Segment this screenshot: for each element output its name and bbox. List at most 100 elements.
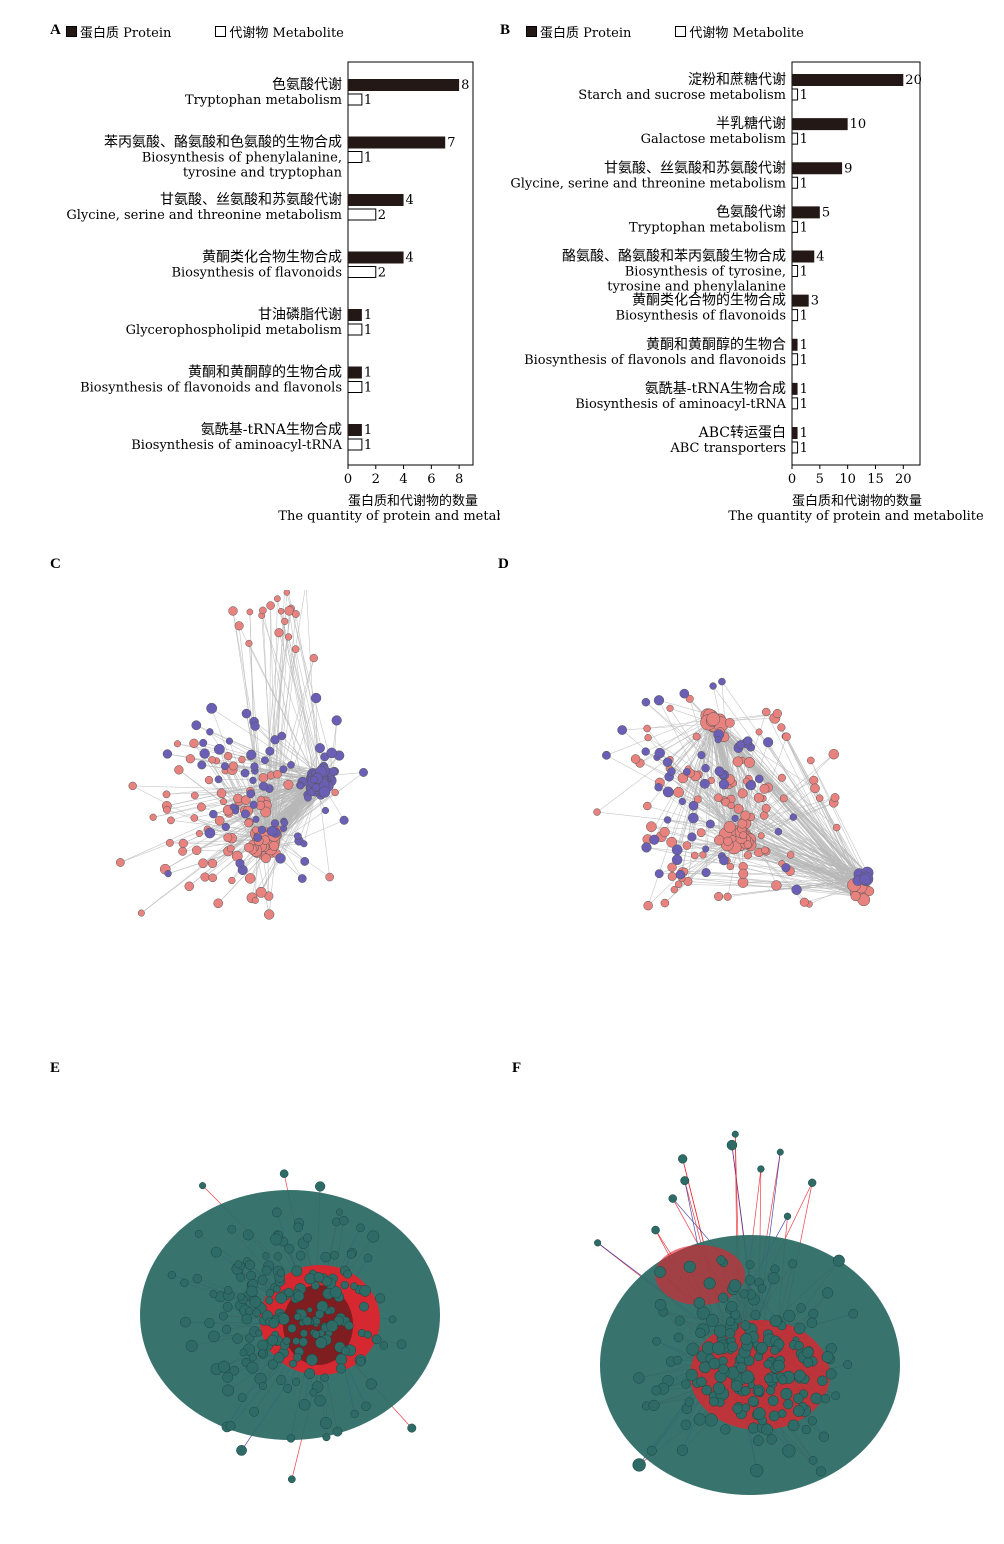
network-node: [184, 881, 195, 892]
network-node: [331, 715, 342, 726]
network-node: [654, 1266, 666, 1278]
network-node: [750, 1310, 761, 1320]
network-node: [593, 808, 601, 816]
metabolite-value-label: 1: [364, 323, 372, 338]
category-label-en: Biosynthesis of tyrosine,: [625, 265, 786, 280]
network-node: [236, 1272, 246, 1282]
network-node: [267, 1334, 279, 1346]
network-node: [801, 1424, 811, 1435]
network-node: [263, 909, 275, 920]
network-edge: [781, 777, 859, 881]
protein-bar: [792, 250, 815, 263]
network-node: [246, 1270, 256, 1281]
network-node: [283, 1383, 293, 1393]
network-node: [286, 1434, 296, 1443]
network-edge: [273, 649, 296, 846]
network-node: [821, 1351, 834, 1363]
network-node: [275, 853, 286, 864]
network-node: [225, 737, 233, 745]
network-node: [196, 802, 206, 812]
category-label-en: Biosynthesis of flavonoids: [615, 309, 786, 324]
network-node: [753, 1407, 766, 1420]
network-node: [280, 819, 289, 827]
network-node: [356, 1223, 365, 1233]
protein-value-label: 1: [800, 382, 808, 397]
network-node: [739, 831, 748, 840]
network-edge: [723, 784, 865, 890]
network-node: [241, 708, 252, 719]
network-node: [741, 1403, 751, 1413]
metabolite-bar: [347, 151, 363, 163]
network-node: [315, 1309, 325, 1319]
network-edge: [288, 636, 320, 779]
network-node: [602, 750, 611, 760]
network-node: [808, 1178, 817, 1187]
network-node: [204, 827, 216, 839]
network-node: [229, 803, 237, 811]
network-node: [359, 1285, 371, 1297]
network-node: [772, 708, 782, 719]
network-node: [341, 1346, 350, 1356]
category-label-en: ABC transporters: [669, 441, 786, 456]
category-label-en: Tryptophan metabolism: [629, 220, 786, 235]
network-node: [244, 873, 256, 884]
network-node: [322, 1433, 331, 1442]
category-label-en: Tryptophan metabolism: [185, 93, 342, 108]
network-node: [235, 858, 245, 868]
network-node: [221, 762, 229, 771]
network-node: [261, 1265, 272, 1276]
network-node: [206, 702, 218, 714]
network-node: [279, 765, 288, 774]
network-node: [226, 844, 235, 853]
network-node: [274, 628, 284, 638]
panel-label-b: B: [500, 22, 511, 38]
network-node: [667, 767, 676, 776]
network-node: [786, 851, 795, 859]
network-node: [732, 1403, 743, 1414]
network-node: [740, 1333, 753, 1346]
network-node: [249, 1296, 262, 1309]
network-node: [258, 773, 269, 783]
network-node: [776, 1148, 784, 1156]
network-edge: [622, 723, 714, 731]
network-node: [314, 743, 325, 754]
network-node: [743, 840, 752, 849]
network-edge: [262, 610, 275, 846]
category-label-en: Biosynthesis of phenylalanine,: [142, 151, 342, 166]
network-node: [630, 754, 641, 764]
network-node: [682, 841, 692, 850]
network-node: [820, 1393, 831, 1404]
network-blob: [655, 1245, 745, 1305]
network-node: [643, 724, 651, 733]
network-node: [791, 884, 802, 895]
network-edge: [255, 852, 258, 901]
metabolite-bar: [791, 220, 799, 233]
network-node: [778, 773, 786, 782]
network-node: [246, 608, 254, 616]
network-node: [315, 1181, 326, 1192]
protein-bar: [348, 136, 446, 149]
network-node: [807, 1416, 817, 1426]
network-node: [260, 806, 272, 818]
network-node: [659, 826, 670, 838]
network-node: [699, 851, 707, 859]
network-node: [802, 1346, 814, 1359]
network-node: [340, 1281, 349, 1290]
network-node: [726, 1300, 738, 1313]
network-nodes: [593, 677, 875, 911]
network-node: [293, 1222, 304, 1233]
network-node: [740, 1385, 751, 1396]
network-node: [719, 855, 729, 866]
network-node: [810, 783, 820, 794]
network-node: [633, 1372, 645, 1384]
network-node: [643, 900, 653, 911]
network-node: [282, 1336, 291, 1345]
legend-metabolite-label: 代谢物 Metabolite: [689, 26, 804, 41]
network-edge: [201, 764, 303, 783]
network-node: [757, 1165, 765, 1173]
network-edge: [238, 625, 323, 792]
network-d: [593, 677, 875, 911]
network-node: [770, 1264, 780, 1274]
network-node: [701, 763, 710, 773]
